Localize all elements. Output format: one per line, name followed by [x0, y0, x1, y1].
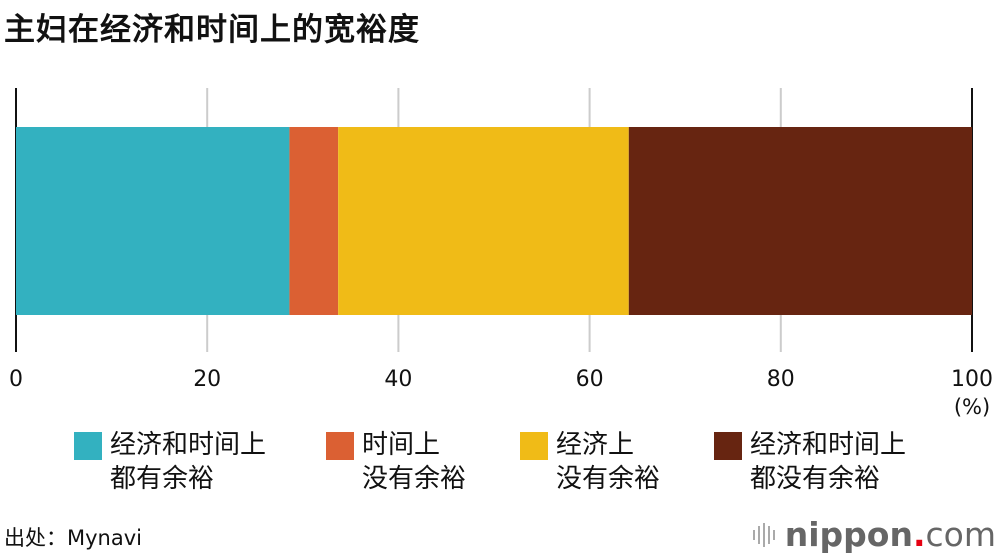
bar-segment: [628, 127, 972, 315]
bar-segment: [338, 127, 629, 315]
tick-label: 0: [9, 367, 23, 392]
legend-swatch: [714, 432, 742, 460]
legend-item: 经济和时间上 都没有余裕: [714, 428, 906, 496]
legend-label: 经济和时间上 都没有余裕: [750, 430, 907, 494]
chart-title: 主妇在经济和时间上的宽裕度: [4, 12, 420, 48]
legend-item: 经济和时间上 都有余裕: [74, 428, 266, 496]
logo-text: nippon: [784, 515, 913, 554]
legend-label: 经济和时间上 都有余裕: [110, 430, 267, 494]
source-note: 出处：Mynavi: [4, 526, 142, 550]
legend-swatch: [326, 432, 354, 460]
axis-unit-label: (%): [954, 395, 990, 419]
bar-segment: [289, 127, 339, 315]
stacked-bar-chart: 0 20 40 60 80 100 (%): [9, 88, 993, 419]
tick-label: 60: [576, 367, 604, 392]
logo-suffix: com: [925, 515, 996, 554]
tick-label: 80: [767, 367, 795, 392]
tick-label: 40: [384, 367, 412, 392]
tick-label: 100: [951, 367, 993, 392]
tick-label: 20: [193, 367, 221, 392]
logo-dot: .: [912, 515, 926, 554]
legend-swatch: [520, 432, 548, 460]
legend-swatch: [74, 432, 102, 460]
nippon-logo: nippon. com: [752, 515, 996, 554]
legend-label: 经济上 没有余裕: [556, 430, 661, 494]
legend-item: 经济上 没有余裕: [520, 428, 660, 496]
legend-label: 时间上 没有余裕: [362, 430, 467, 494]
bar-segment: [16, 127, 290, 315]
logo-bars-icon: [752, 522, 775, 547]
legend-item: 时间上 没有余裕: [326, 428, 466, 496]
